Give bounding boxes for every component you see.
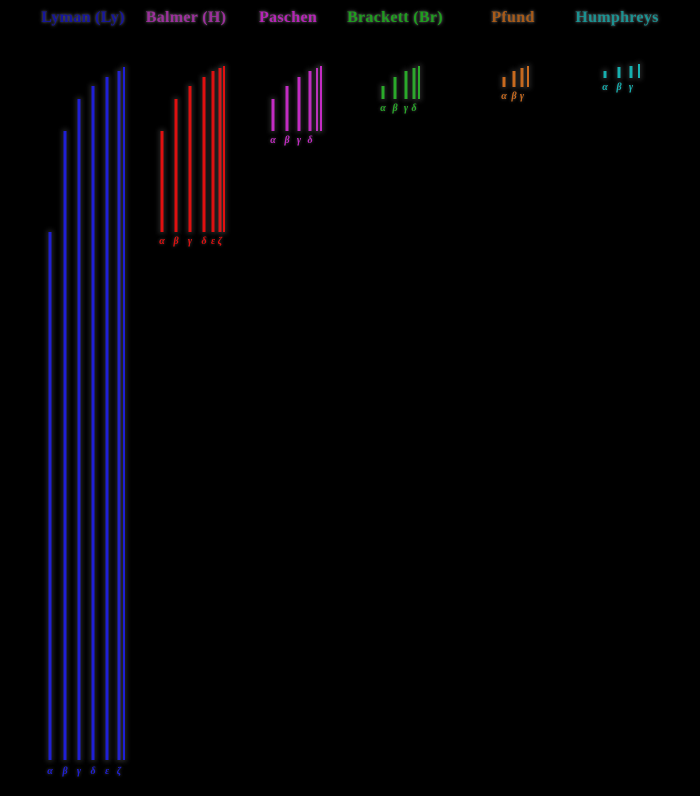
spectral-line-brackett-2 (404, 71, 408, 99)
line-foot-label-pfund-2: γ (519, 91, 525, 102)
spectral-line-lyman-3 (91, 86, 95, 760)
line-foot-label-balmer-2: γ (187, 236, 193, 247)
spectral-line-brackett-3 (412, 68, 416, 99)
spectral-line-brackett-1 (393, 77, 397, 99)
spectral-line-balmer-0 (160, 131, 164, 232)
spectral-line-brackett-0 (381, 86, 385, 99)
line-foot-label-lyman-3: δ (90, 766, 96, 777)
spectral-line-lyman-limit6 (123, 67, 125, 760)
spectral-line-lyman-1 (63, 131, 67, 760)
spectral-line-humphreys-1 (617, 67, 621, 78)
line-foot-label-balmer-3: δ (201, 236, 207, 247)
series-title-humphreys: Humphreys (575, 9, 659, 26)
spectral-line-paschen-limit5 (320, 66, 322, 131)
spectral-line-balmer-2 (188, 86, 192, 232)
line-foot-label-balmer-5: ζ (217, 236, 223, 247)
spectral-line-balmer-limit6 (223, 66, 225, 232)
spectral-line-pfund-2 (520, 68, 524, 87)
spectral-line-lyman-0 (48, 232, 52, 760)
line-foot-label-balmer-1: β (173, 236, 179, 247)
line-foot-label-lyman-2: γ (76, 766, 82, 777)
line-foot-label-balmer-0: α (159, 236, 165, 247)
line-foot-label-paschen-1: β (284, 135, 290, 146)
line-foot-label-paschen-3: δ (307, 135, 313, 146)
line-foot-label-brackett-2: γ (403, 103, 409, 114)
series-title-paschen: Paschen (258, 9, 318, 26)
spectral-line-paschen-1 (285, 86, 289, 131)
line-foot-label-paschen-2: γ (296, 135, 302, 146)
line-foot-label-humphreys-1: β (616, 82, 622, 93)
line-foot-label-pfund-1: β (511, 91, 517, 102)
spectral-line-brackett-limit4 (418, 66, 420, 99)
spectral-line-humphreys-limit3 (638, 64, 640, 78)
series-title-lyman: Lyman (Ly) (41, 9, 125, 26)
line-foot-label-pfund-0: α (501, 91, 507, 102)
line-foot-label-lyman-0: α (47, 766, 53, 777)
spectral-line-paschen-3 (308, 71, 312, 131)
spectral-line-humphreys-0 (603, 71, 607, 78)
spectral-line-humphreys-2 (629, 66, 633, 78)
line-foot-label-lyman-4: ε (104, 766, 110, 777)
line-foot-label-humphreys-2: γ (628, 82, 634, 93)
spectral-line-lyman-5 (117, 71, 121, 760)
spectral-line-balmer-5 (218, 68, 222, 232)
line-foot-label-lyman-1: β (62, 766, 68, 777)
spectral-line-pfund-1 (512, 71, 516, 87)
line-foot-label-balmer-4: ε (210, 236, 216, 247)
spectral-line-lyman-2 (77, 99, 81, 760)
spectral-line-balmer-3 (202, 77, 206, 232)
spectral-line-balmer-1 (174, 99, 178, 232)
line-foot-label-brackett-1: β (392, 103, 398, 114)
spectral-line-balmer-4 (211, 71, 215, 232)
spectral-line-pfund-limit3 (527, 66, 529, 87)
line-foot-label-brackett-3: δ (411, 103, 417, 114)
line-foot-label-humphreys-0: α (602, 82, 608, 93)
spectral-line-paschen-2 (297, 77, 301, 131)
spectral-line-paschen-limit4 (316, 68, 318, 131)
series-title-pfund: Pfund (491, 9, 535, 26)
spectral-line-paschen-0 (271, 99, 275, 131)
spectral-line-lyman-4 (105, 77, 109, 760)
line-foot-label-brackett-0: α (380, 103, 386, 114)
spectral-line-pfund-0 (502, 77, 506, 87)
line-foot-label-paschen-0: α (270, 135, 276, 146)
line-foot-label-lyman-5: ζ (116, 766, 122, 777)
series-title-balmer: Balmer (H) (145, 9, 227, 26)
series-title-brackett: Brackett (Br) (347, 9, 443, 26)
